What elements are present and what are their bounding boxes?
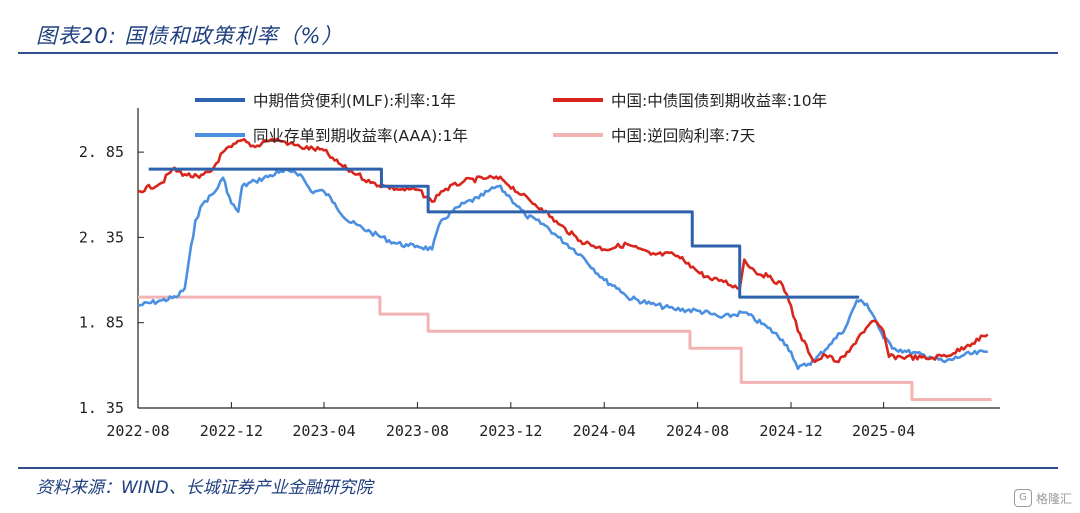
- y-tick-label: 1. 35: [79, 399, 124, 417]
- x-tick-label: 2022-08: [106, 422, 169, 440]
- x-tick-label: 2024-12: [759, 422, 822, 440]
- y-tick-label: 1. 85: [79, 314, 124, 332]
- x-tick-label: 2024-08: [666, 422, 729, 440]
- x-tick-label: 2024-04: [573, 422, 636, 440]
- x-tick-label: 2023-04: [292, 422, 355, 440]
- source-note: 资料来源：WIND、长城证券产业金融研究院: [36, 478, 373, 498]
- title-divider: [18, 52, 1058, 54]
- series-line-0: [148, 167, 860, 299]
- footer-divider: [18, 467, 1058, 469]
- chart-canvas: 1. 35 1. 85 2. 35 2. 85 2022-08 2022-12 2023-0…: [79, 92, 1000, 440]
- legend-label-1: 中国:中债国债到期收益率:10年: [611, 92, 827, 110]
- x-tick-label: 2022-12: [200, 422, 263, 440]
- watermark-text: 格隆汇: [1035, 491, 1072, 506]
- series-line-1: [137, 137, 989, 364]
- watermark-logo-icon: G: [1013, 489, 1032, 507]
- legend-label-3: 中国:逆回购利率:7天: [611, 127, 755, 145]
- x-tick-label: 2023-12: [479, 422, 542, 440]
- x-tick-label: 2025-04: [852, 422, 915, 440]
- x-tick-label: 2023-08: [386, 422, 449, 440]
- legend-label-2: 同业存单到期收益率(AAA):1年: [253, 127, 468, 145]
- watermark: G 格隆汇: [1013, 489, 1072, 507]
- series-line-2: [137, 168, 988, 371]
- y-tick-label: 2. 85: [79, 143, 124, 161]
- series-line-3: [138, 295, 992, 401]
- y-tick-label: 2. 35: [79, 228, 124, 246]
- legend-label-0: 中期借贷便利(MLF):利率:1年: [253, 92, 456, 110]
- chart-title: 图表20: 国债和政策利率（%）: [36, 24, 344, 48]
